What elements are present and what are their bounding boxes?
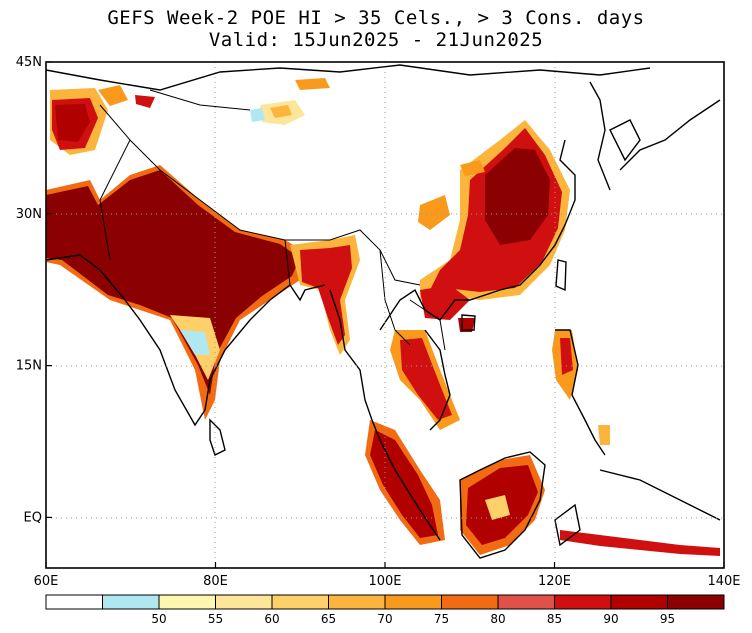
axis-labels: 45N 30N 15N EQ 60E 80E 100E 120E 140E (16, 55, 741, 589)
lat-tick-label: EQ (24, 510, 42, 525)
lon-tick-label: 120E (538, 574, 571, 589)
lon-tick-label: 60E (34, 574, 59, 589)
colorbar-label: 60 (264, 612, 279, 626)
colorbar-label: 80 (490, 612, 505, 626)
colorbar-label: 75 (434, 612, 449, 626)
probability-shading (46, 78, 720, 556)
colorbar-bin (215, 594, 273, 610)
coastlines (46, 64, 721, 559)
colorbar-label: 50 (151, 612, 166, 626)
colorbar-bin (158, 594, 216, 610)
colorbar-bin (667, 594, 725, 610)
colorbar-label: 90 (603, 612, 618, 626)
lon-tick-label: 100E (368, 574, 401, 589)
lat-tick-label: 45N (16, 55, 42, 70)
map-title-line1: GEFS Week-2 POE HI > 35 Cels., > 3 Cons.… (107, 7, 645, 29)
colorbar-bin (554, 594, 612, 610)
country-borders (99, 89, 446, 351)
lon-tick-label: 80E (203, 574, 228, 589)
colorbar-bin (45, 594, 103, 610)
colorbar-bin (497, 594, 555, 610)
colorbar-bin (610, 594, 668, 610)
colorbar-label: 55 (208, 612, 223, 626)
colorbar-label: 85 (547, 612, 562, 626)
colorbar: 50 55 60 65 70 75 80 85 90 95 (45, 594, 725, 626)
colorbar-label: 95 (660, 612, 675, 626)
lon-tick-label: 140E (707, 574, 740, 589)
colorbar-bin (441, 594, 499, 610)
map-title-line2: Valid: 15Jun2025 - 21Jun2025 (208, 29, 544, 51)
colorbar-bin (328, 594, 386, 610)
lat-tick-label: 30N (16, 207, 42, 222)
colorbar-bin (384, 594, 442, 610)
lat-tick-label: 15N (16, 359, 42, 374)
colorbar-label: 70 (377, 612, 392, 626)
gridlines (46, 62, 724, 568)
colorbar-label: 65 (321, 612, 336, 626)
map-area (46, 62, 724, 568)
colorbar-bin (271, 594, 329, 610)
colorbar-bin (102, 594, 160, 610)
